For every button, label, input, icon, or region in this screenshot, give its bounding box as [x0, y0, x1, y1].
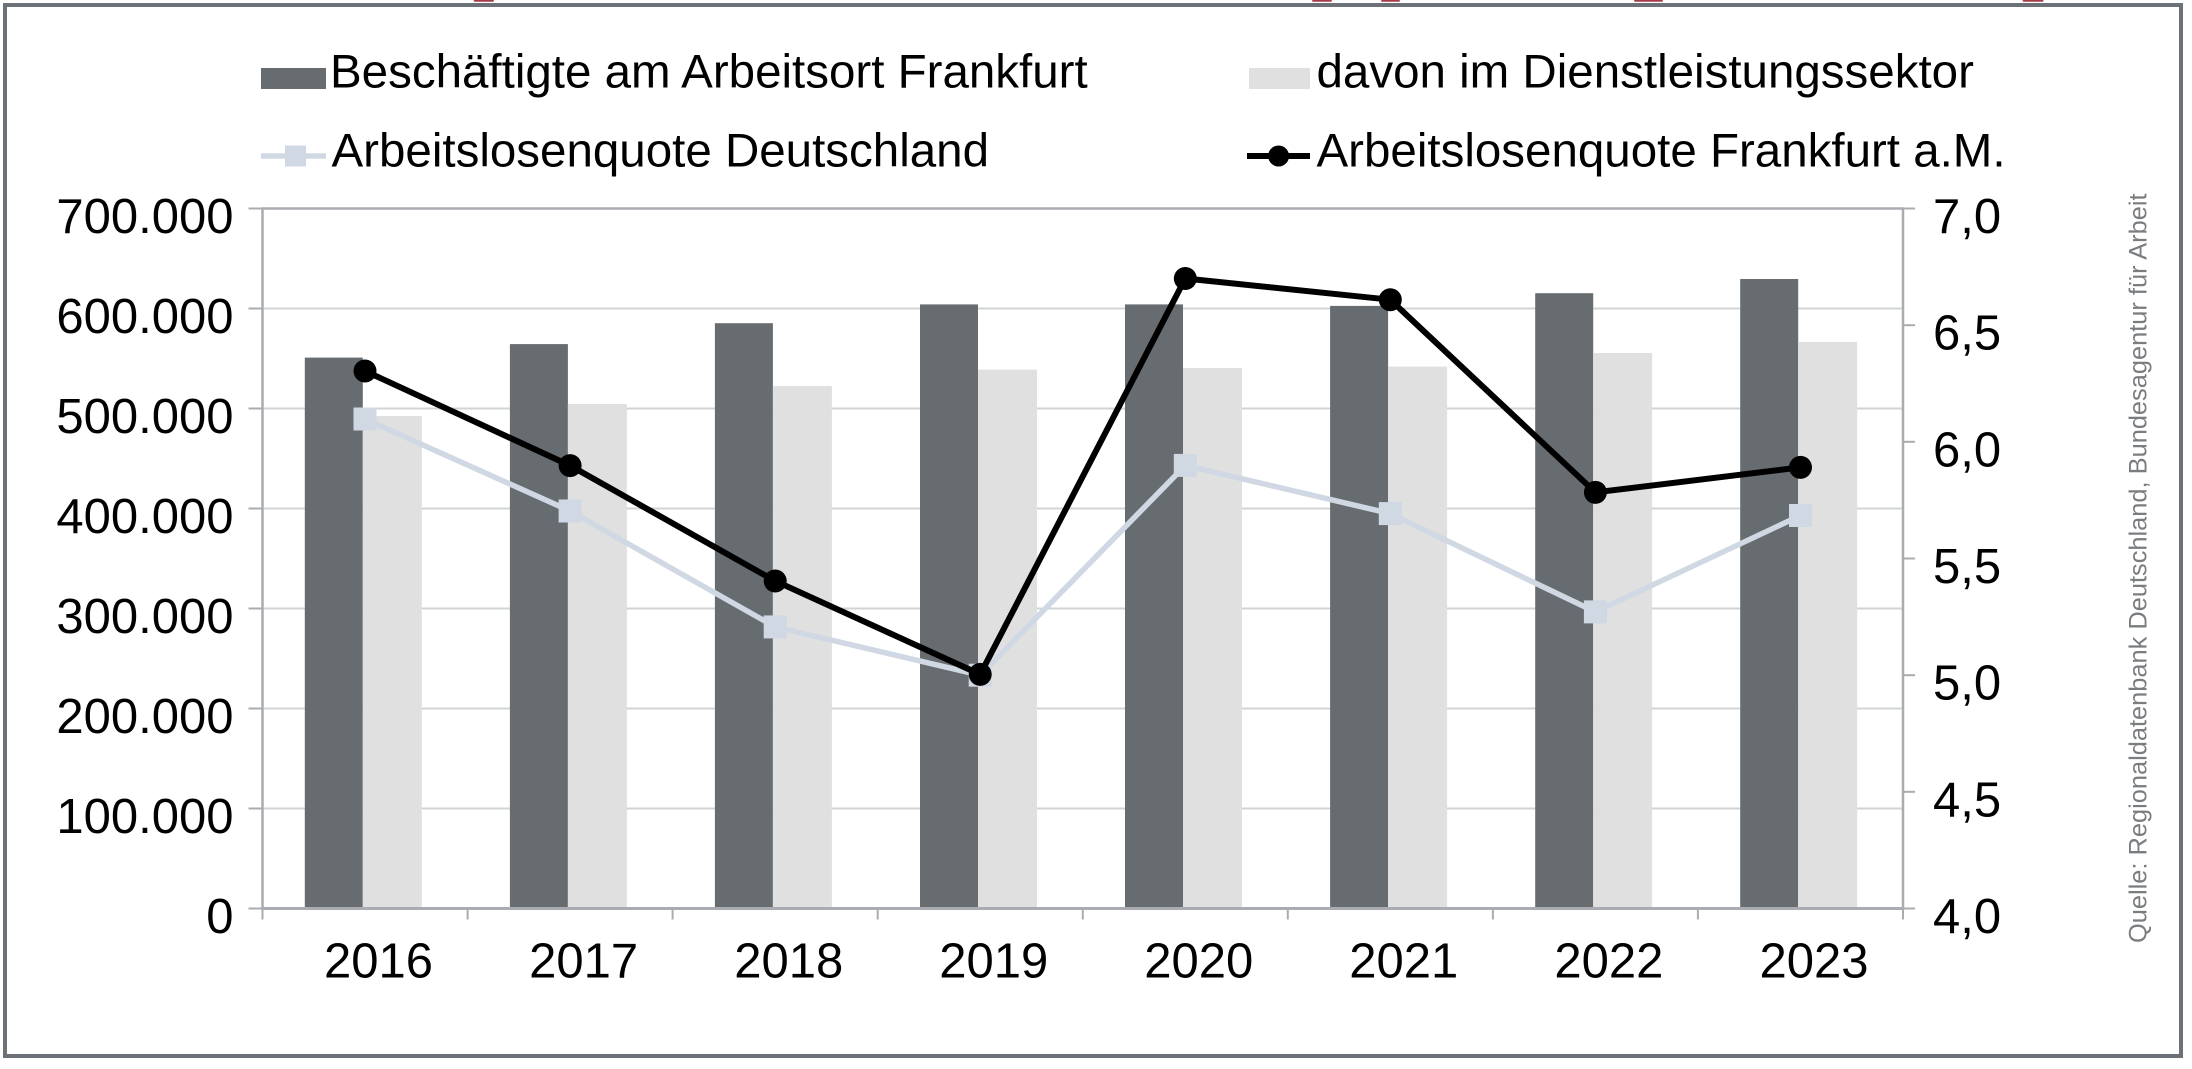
svg-text:Arbeitslosenquote Frankfurt a.: Arbeitslosenquote Frankfurt a.M.: [1317, 125, 2006, 178]
svg-text:0: 0: [206, 890, 233, 944]
svg-text:2017: 2017: [529, 935, 638, 989]
svg-text:4,5: 4,5: [1933, 773, 2001, 827]
svg-text:2021: 2021: [1349, 935, 1458, 989]
svg-text:2018: 2018: [734, 935, 843, 989]
svg-text:6,0: 6,0: [1933, 423, 2001, 477]
svg-text:7,0: 7,0: [1933, 190, 2001, 244]
svg-text:100.000: 100.000: [56, 790, 233, 844]
svg-text:600.000: 600.000: [56, 290, 233, 344]
svg-text:400.000: 400.000: [56, 490, 233, 544]
svg-text:2023: 2023: [1759, 935, 1868, 989]
svg-text:2019: 2019: [939, 935, 1048, 989]
svg-text:500.000: 500.000: [56, 390, 233, 444]
svg-text:5,5: 5,5: [1933, 540, 2001, 594]
svg-text:2016: 2016: [324, 935, 433, 989]
svg-text:200.000: 200.000: [56, 690, 233, 744]
svg-text:6,5: 6,5: [1933, 307, 2001, 361]
svg-text:5,0: 5,0: [1933, 657, 2001, 711]
svg-text:Arbeitslosenquote Deutschland: Arbeitslosenquote Deutschland: [332, 125, 990, 178]
svg-text:300.000: 300.000: [56, 590, 233, 644]
svg-text:Beschäftigte am Arbeitsort Fra: Beschäftigte am Arbeitsort Frankfurt: [330, 46, 1088, 99]
svg-text:davon im Dienstleistungssektor: davon im Dienstleistungssektor: [1317, 46, 1975, 99]
svg-text:Quelle: Regionaldatenbank Deut: Quelle: Regionaldatenbank Deutschland, B…: [2125, 193, 2153, 943]
svg-text:2022: 2022: [1554, 935, 1663, 989]
svg-text:2020: 2020: [1144, 935, 1253, 989]
svg-text:700.000: 700.000: [56, 190, 233, 244]
svg-text:4,0: 4,0: [1933, 890, 2001, 944]
